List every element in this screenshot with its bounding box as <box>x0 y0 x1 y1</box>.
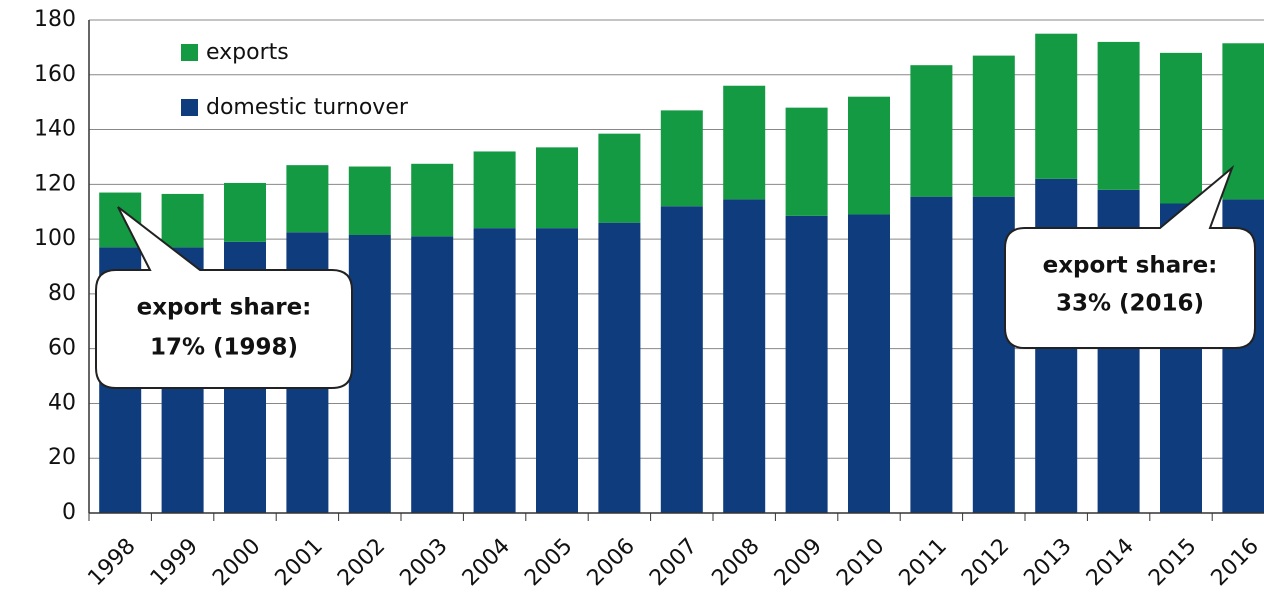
bar-segment <box>660 206 703 513</box>
bar-segment <box>161 193 204 248</box>
x-tick-label: 2005 <box>520 534 577 591</box>
x-tick-label: 2007 <box>645 534 702 591</box>
bar-segment <box>910 65 953 197</box>
bar-segment <box>723 199 766 513</box>
bar-segment <box>348 166 391 236</box>
annotation: export share: <box>137 295 312 321</box>
y-tick-label: 140 <box>34 117 76 142</box>
x-tick-label: 2009 <box>770 534 827 591</box>
x-tick-label: 2000 <box>208 534 265 591</box>
x-tick-label: 2006 <box>583 534 640 591</box>
bar-segment <box>473 228 516 513</box>
callout <box>1004 164 1256 349</box>
x-tick-label: 2001 <box>271 534 328 591</box>
legend-label: domestic turnover <box>206 95 409 120</box>
bar-segment <box>286 165 329 233</box>
x-tick-label: 2015 <box>1144 534 1201 591</box>
bar-segment <box>536 147 578 229</box>
bar-segment <box>785 215 828 513</box>
x-tick-label: 1998 <box>83 534 140 591</box>
x-tick-label: 2003 <box>395 534 452 591</box>
bar-segment <box>972 55 1015 197</box>
bar-segment <box>1160 52 1202 204</box>
x-tick-label: 2013 <box>1019 534 1076 591</box>
bar-segment <box>1035 33 1078 179</box>
bar-segment <box>723 85 766 200</box>
y-tick-label: 60 <box>48 336 76 361</box>
bar-segment <box>536 228 578 513</box>
bar-segment <box>598 133 641 223</box>
bar-segment <box>785 107 828 216</box>
x-tick-label: 2014 <box>1082 534 1139 591</box>
annotation: 33% (2016) <box>1056 291 1204 317</box>
bar-segment <box>473 151 516 229</box>
y-tick-label: 40 <box>48 390 76 415</box>
callout <box>95 206 353 389</box>
bar-segment <box>598 222 641 513</box>
legend-swatch <box>181 44 198 61</box>
x-tick-label: 2010 <box>832 534 889 591</box>
y-tick-label: 80 <box>48 281 76 306</box>
bar-segment <box>348 235 391 513</box>
y-tick-label: 0 <box>62 500 76 525</box>
bar-segment <box>224 182 266 242</box>
legend-swatch <box>181 99 198 116</box>
legend-label: exports <box>206 40 289 65</box>
bar-segment <box>910 196 953 514</box>
y-tick-label: 120 <box>34 171 76 196</box>
bar-segment <box>848 96 890 215</box>
y-tick-label: 160 <box>34 62 76 87</box>
y-tick-label: 20 <box>48 445 76 470</box>
x-tick-label: 2008 <box>707 534 764 591</box>
x-tick-label: 2012 <box>957 534 1014 591</box>
annotation: export share: <box>1043 253 1218 279</box>
x-tick-label: 2011 <box>895 534 952 591</box>
bar-segment <box>411 236 454 513</box>
x-tick-label: 2016 <box>1207 534 1264 591</box>
bar-segment <box>660 110 703 207</box>
y-tick-label: 100 <box>34 226 76 251</box>
x-tick-label: 2002 <box>333 534 390 591</box>
x-tick-label: 2004 <box>458 534 515 591</box>
bar-segment <box>848 214 890 513</box>
annotation: 17% (1998) <box>150 335 298 361</box>
bar-segment <box>411 163 454 237</box>
x-tick-label: 1999 <box>146 534 203 591</box>
bar-segment <box>1097 41 1140 190</box>
y-tick-label: 180 <box>34 7 76 32</box>
